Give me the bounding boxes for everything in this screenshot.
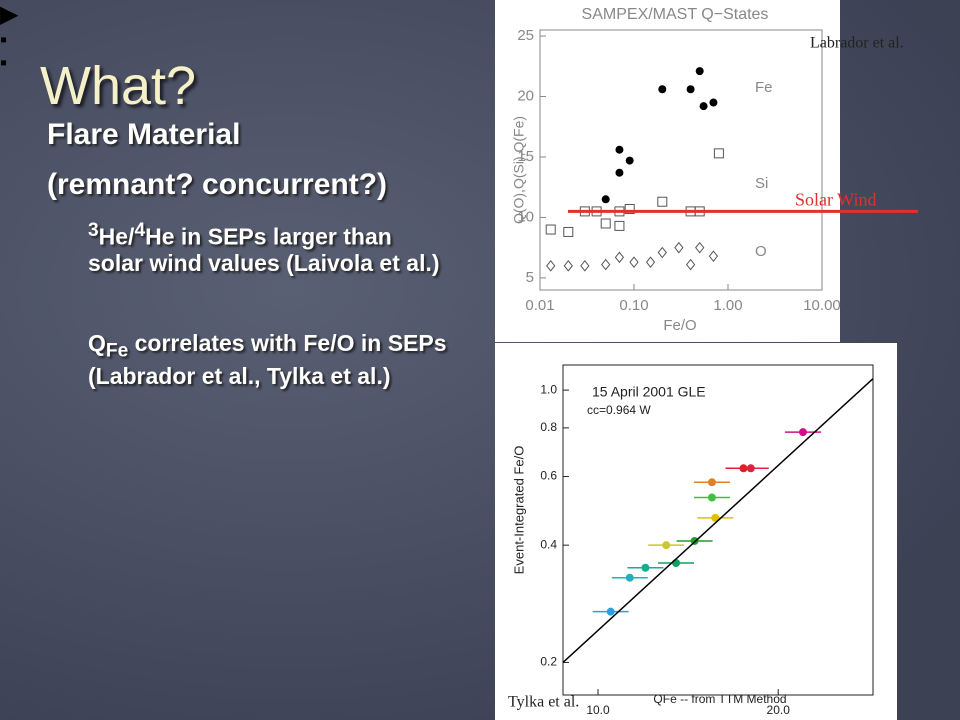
x-tick-label: 0.10: [619, 297, 648, 314]
data-point: [601, 195, 610, 204]
bullet-text: QFe correlates with Fe/O in SEPs (Labrad…: [88, 330, 448, 389]
bullet-sub: Fe: [105, 340, 129, 362]
data-point: [674, 241, 684, 254]
bullet-text: 3He/4He in SEPs larger than solar wind v…: [88, 220, 448, 277]
y-tick-label: 10: [517, 208, 534, 225]
bullet-list: ▶ Flare Material (remnant? concurrent?) ▪ 3H…: [0, 0, 960, 389]
figure-panel: [495, 0, 840, 342]
plot-frame: [539, 29, 823, 291]
bullet-marker: ▶: [0, 1, 19, 28]
y-tick-label: 15: [517, 148, 534, 165]
figure-title: 15 April 2001 GLE: [592, 384, 706, 400]
series-label: O: [755, 243, 767, 260]
data-point: [624, 203, 635, 214]
x-axis-label: QFe -- from TTM Method: [653, 692, 786, 706]
figure-panel: [495, 343, 897, 720]
data-point: [546, 260, 556, 272]
bullet-text: He/: [98, 223, 135, 250]
x-tick-label: 10.0: [586, 703, 610, 717]
y-tick-label: 0.6: [540, 469, 557, 483]
bullet-sup: 4: [134, 220, 146, 241]
y-tick-label: 25: [517, 27, 534, 44]
data-point: [601, 258, 611, 271]
data-point: [645, 256, 656, 268]
data-point: [709, 98, 718, 107]
data-point: [699, 102, 708, 111]
bullet-text: (remnant? concurrent?): [47, 168, 467, 203]
y-axis-label: Q(O),Q(Si),Q(Fe): [511, 116, 527, 224]
y-tick-label: 0.2: [540, 655, 557, 669]
slide-title: What?: [40, 56, 197, 116]
figure-subtitle: cc=0.964 W: [587, 403, 651, 417]
data-point: [545, 224, 556, 235]
y-tick-label: 0.8: [540, 420, 557, 434]
data-point: [615, 168, 624, 177]
data-point: [600, 218, 611, 229]
figure-title: SAMPEX/MAST Q−States: [582, 6, 769, 23]
bullet-marker: ▪: [0, 52, 8, 74]
credit: Labrador et al.: [810, 35, 904, 52]
y-tick-label: 20: [517, 87, 534, 104]
bullet-sup: 3: [88, 220, 99, 241]
bullet-marker: ▪: [0, 29, 8, 51]
bullet-text: (remnant? concurrent?): [47, 168, 388, 201]
bullet-text: correlates with Fe/O in SEPs (Labrador e…: [88, 330, 447, 389]
bullet-text: Flare Material: [47, 118, 241, 151]
data-point: [657, 246, 667, 259]
data-point: [658, 85, 667, 94]
data-point: [615, 145, 624, 154]
bullet-text: Flare Material: [47, 118, 467, 153]
bullet-text: He in SEPs larger than solar wind values…: [88, 223, 440, 277]
data-point: [686, 85, 695, 94]
y-tick-label: 0.4: [540, 537, 557, 551]
series-label: Fe: [755, 79, 773, 96]
data-point: [614, 220, 625, 231]
data-point: [685, 258, 696, 271]
fit-line: [562, 378, 874, 664]
bullet-text: Q: [88, 330, 106, 356]
x-tick-label: 1.00: [713, 297, 742, 314]
data-point: [713, 148, 724, 159]
data-point: [563, 226, 574, 237]
x-tick-label: 20.0: [767, 703, 791, 717]
data-point: [695, 67, 704, 76]
y-tick-label: 5: [526, 269, 534, 286]
credit: Tylka et al.: [508, 694, 579, 711]
y-axis-label: Event-Integrated Fe/O: [511, 446, 526, 575]
x-tick-label: 0.01: [525, 297, 554, 314]
data-point: [695, 241, 705, 254]
data-point: [614, 251, 625, 264]
x-axis-label: Fe/O: [663, 317, 696, 334]
data-point: [657, 196, 668, 207]
y-tick-label: 1.0: [540, 382, 557, 396]
reference-label: Solar Wind: [795, 190, 876, 210]
data-point: [625, 156, 634, 165]
data-point: [580, 260, 590, 272]
series-label: Si: [755, 175, 768, 192]
data-point: [563, 260, 573, 272]
plot-frame: [562, 364, 874, 696]
x-tick-label: 10.00: [803, 297, 841, 314]
data-point: [629, 256, 639, 268]
data-point: [708, 250, 719, 262]
